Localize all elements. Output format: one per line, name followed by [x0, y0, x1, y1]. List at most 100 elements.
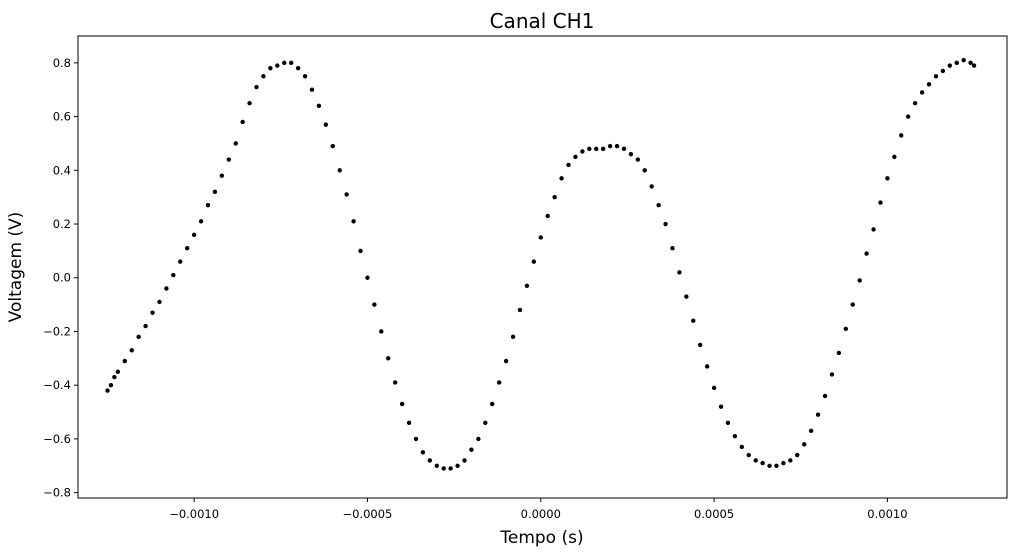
- data-point: [171, 272, 176, 278]
- data-point: [878, 200, 883, 205]
- data-point: [344, 192, 349, 197]
- data-point: [233, 141, 238, 146]
- data-point: [372, 302, 377, 307]
- data-point: [143, 323, 148, 329]
- data-point: [906, 114, 911, 119]
- data-point: [358, 248, 363, 254]
- y-tick-label: 0.4: [53, 163, 71, 177]
- data-point: [580, 149, 585, 154]
- data-point: [351, 219, 356, 224]
- data-point: [261, 74, 266, 79]
- data-point: [406, 420, 412, 425]
- x-tick-label: 0.0005: [694, 507, 734, 521]
- data-point: [968, 60, 973, 66]
- data-point: [566, 162, 571, 168]
- data-point: [524, 283, 530, 289]
- y-tick-label: −0.6: [43, 432, 71, 446]
- data-point: [399, 401, 405, 407]
- data-point: [788, 458, 793, 463]
- data-point: [691, 318, 696, 323]
- data-point: [212, 189, 218, 194]
- data-point: [635, 157, 641, 162]
- data-point: [829, 372, 835, 377]
- x-tick-label: −0.0010: [169, 507, 219, 521]
- data-point: [926, 82, 932, 87]
- data-points-layer: [105, 57, 977, 471]
- data-point: [476, 436, 481, 442]
- data-point: [295, 66, 301, 71]
- data-point: [441, 466, 446, 471]
- data-point: [961, 57, 966, 63]
- data-point: [205, 203, 211, 208]
- data-point: [240, 119, 245, 125]
- data-point: [483, 420, 488, 425]
- data-point: [684, 294, 689, 299]
- chart-title: Canal CH1: [490, 9, 595, 33]
- data-point: [386, 356, 391, 361]
- data-point: [621, 146, 627, 152]
- data-point: [954, 60, 959, 66]
- data-point: [496, 380, 502, 385]
- data-point: [836, 350, 842, 356]
- x-axis-ticks: −0.0010 −0.0005 0.0000 0.0005 0.0010: [169, 498, 908, 521]
- data-point: [815, 412, 821, 417]
- data-point: [857, 278, 862, 283]
- data-point: [510, 334, 516, 340]
- data-point: [164, 286, 169, 291]
- y-tick-label: 0.2: [53, 217, 71, 231]
- data-point: [704, 364, 710, 369]
- y-tick-label: 0.8: [53, 56, 71, 70]
- data-point: [517, 307, 523, 313]
- y-axis-label: Voltagem (V): [6, 212, 26, 323]
- data-point: [413, 436, 419, 442]
- y-tick-label: −0.8: [43, 486, 71, 500]
- data-point: [455, 463, 460, 468]
- y-tick-label: −0.2: [43, 324, 71, 338]
- x-tick-label: 0.0010: [867, 507, 907, 521]
- data-point: [427, 458, 433, 463]
- data-point: [268, 66, 273, 71]
- data-point: [753, 458, 758, 463]
- data-point: [656, 203, 661, 208]
- data-point: [725, 420, 731, 425]
- data-point: [552, 194, 557, 200]
- data-point: [490, 401, 495, 407]
- data-point: [379, 329, 384, 334]
- data-point: [462, 458, 467, 463]
- data-point: [642, 168, 647, 173]
- data-point: [323, 122, 329, 127]
- data-point: [767, 463, 772, 468]
- x-axis-label: Tempo (s): [499, 528, 583, 548]
- data-point: [781, 460, 786, 466]
- data-point: [108, 382, 114, 388]
- data-point: [420, 450, 426, 455]
- data-point: [885, 176, 890, 181]
- data-point: [178, 259, 183, 264]
- data-point: [309, 87, 315, 92]
- data-point: [392, 380, 398, 385]
- data-point: [732, 434, 738, 439]
- data-point: [864, 251, 869, 256]
- data-point: [469, 447, 474, 452]
- data-point: [337, 168, 342, 173]
- data-point: [254, 84, 259, 90]
- data-point: [670, 245, 675, 251]
- data-point: [822, 393, 828, 399]
- data-point: [288, 60, 294, 66]
- data-point: [912, 100, 918, 106]
- data-point: [545, 213, 550, 219]
- data-point: [746, 452, 751, 458]
- data-point: [947, 63, 953, 68]
- data-point: [843, 326, 849, 331]
- data-point: [448, 466, 453, 471]
- y-tick-label: 0.6: [53, 110, 71, 124]
- data-point: [122, 358, 127, 364]
- data-point: [739, 444, 745, 450]
- data-point: [698, 342, 703, 348]
- data-point: [150, 310, 155, 315]
- data-point: [330, 143, 335, 149]
- data-point: [649, 184, 654, 189]
- data-point: [718, 404, 724, 409]
- data-point: [677, 270, 682, 275]
- y-tick-label: 0.0: [53, 271, 71, 285]
